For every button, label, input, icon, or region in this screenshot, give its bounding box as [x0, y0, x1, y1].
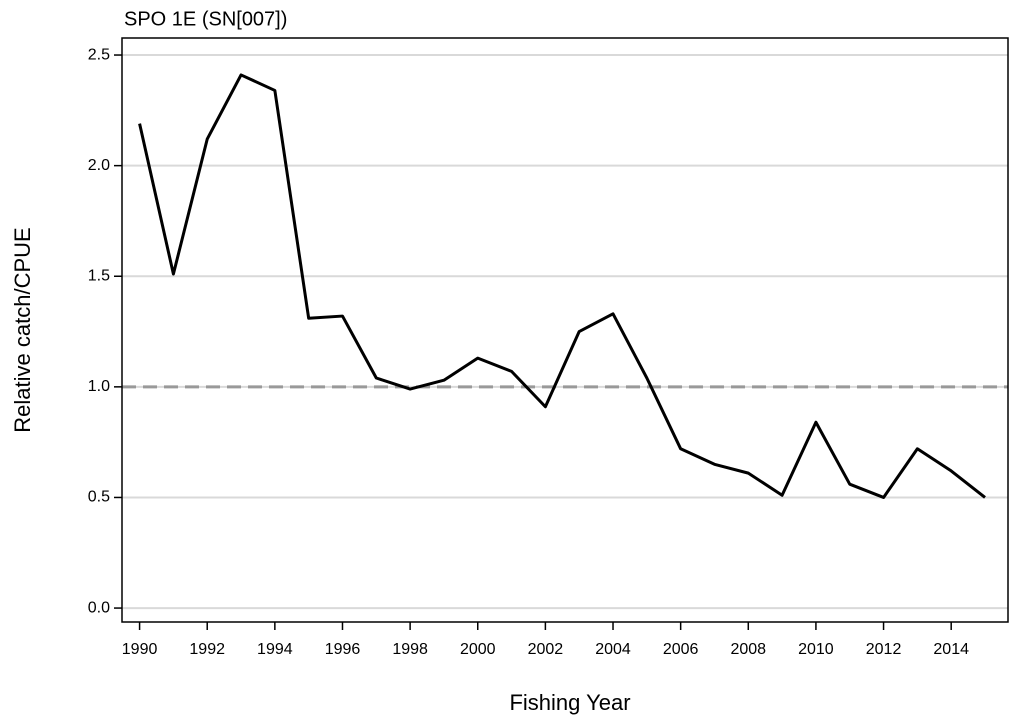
x-axis-title: Fishing Year: [509, 690, 630, 715]
data-line: [138, 73, 986, 499]
y-tick-label: 1.5: [88, 267, 110, 284]
x-tick-label: 1994: [257, 641, 293, 658]
x-tick-label: 2010: [798, 641, 834, 658]
y-tick-label: 0.5: [88, 489, 110, 506]
x-tick-label: 2000: [460, 641, 496, 658]
plot-frame: [121, 37, 1009, 623]
y-tick-label: 2.0: [88, 157, 110, 174]
x-tick-label: 2012: [866, 641, 902, 658]
x-tick-label: 1996: [325, 641, 361, 658]
x-tick-label: 1990: [122, 641, 158, 658]
x-tick-label: 1998: [392, 641, 428, 658]
x-tick-label: 2004: [595, 641, 631, 658]
chart-title: SPO 1E (SN[007]): [124, 8, 287, 30]
y-tick-label: 2.5: [88, 46, 110, 63]
x-tick-label: 2014: [933, 641, 969, 658]
y-tick-label: 1.0: [88, 378, 110, 395]
x-tick-label: 1992: [189, 641, 225, 658]
x-tick-label: 2008: [730, 641, 766, 658]
y-axis-title: Relative catch/CPUE: [10, 227, 35, 432]
x-tick-label: 2002: [528, 641, 564, 658]
y-tick-label: 0.0: [88, 599, 110, 616]
x-tick-label: 2006: [663, 641, 699, 658]
